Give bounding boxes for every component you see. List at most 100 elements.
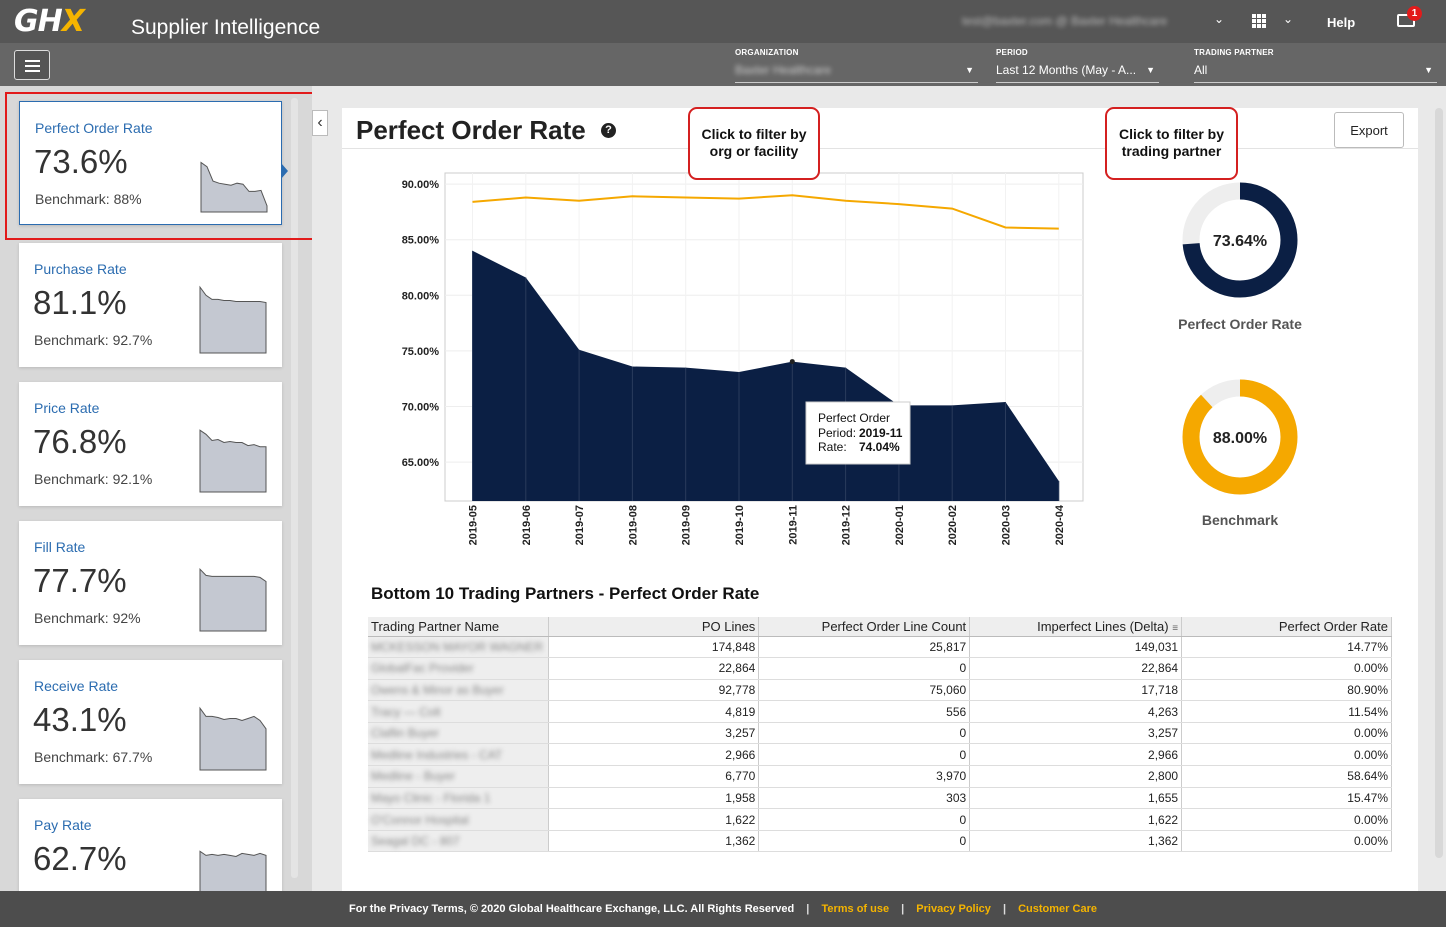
- metric-title: Price Rate: [34, 400, 100, 416]
- user-account[interactable]: test@baxter.com @ Baxter Healthcare: [962, 14, 1168, 28]
- donut-value: 73.64%: [1213, 233, 1267, 250]
- table-cell: 0.00%: [1181, 657, 1392, 680]
- table-row[interactable]: Mayo Clinic - Florida 1 1,958 303 1,655 15.4…: [368, 787, 1392, 810]
- table-cell: 149,031: [969, 636, 1183, 659]
- donut-caption: Perfect Order Rate: [1178, 316, 1302, 332]
- y-tick-label: 65.00%: [402, 457, 440, 469]
- table-cell: Medline - Buyer: [368, 765, 550, 788]
- table-row[interactable]: Medline Industries - CAT 2,966 0 2,966 0.00%: [368, 743, 1392, 767]
- table-cell: 92,778: [548, 679, 760, 702]
- column-header[interactable]: Perfect Order Line Count: [758, 617, 971, 637]
- terms-of-use-link[interactable]: Terms of use: [821, 903, 890, 915]
- table-cell: 1,362: [969, 830, 1183, 853]
- sparkline-chart: [199, 706, 267, 771]
- table-cell: 22,864: [969, 657, 1183, 680]
- table-cell: MCKESSON MAYOR WAGNER: [368, 636, 550, 659]
- column-header[interactable]: Perfect Order Rate: [1181, 617, 1392, 637]
- callout-line: Click to filter by: [701, 126, 807, 142]
- table-cell: 1,958: [548, 787, 760, 810]
- period-select[interactable]: Last 12 Months (May - A... ▼: [996, 63, 1159, 83]
- table-cell: 2,966: [969, 743, 1183, 767]
- trading-partner-select[interactable]: All ▼: [1194, 63, 1437, 83]
- caret-down-icon: ▼: [1146, 65, 1155, 75]
- metric-card[interactable]: Fill Rate 77.7% Benchmark: 92%: [19, 521, 282, 645]
- hovered-point: [789, 359, 795, 365]
- notification-icon[interactable]: 1: [1397, 6, 1422, 29]
- trading-partner-callout: Click to filter by trading partner: [1105, 107, 1238, 180]
- table-cell: Claflin Buyer: [368, 722, 550, 745]
- main-scrollbar[interactable]: [1435, 108, 1443, 858]
- tooltip-title: Perfect Order: [818, 411, 890, 425]
- y-tick-label: 85.00%: [402, 235, 440, 247]
- table-row[interactable]: Owens & Minor as Buyer 92,778 75,060 17,718…: [368, 679, 1392, 702]
- top-bar: GHX Supplier Intelligence test@baxter.co…: [0, 0, 1446, 43]
- notification-badge: 1: [1407, 6, 1422, 21]
- tooltip-rate-value: 74.04%: [859, 440, 900, 454]
- table-row[interactable]: Tracy — Colt 4,819 556 4,263 11.54%: [368, 700, 1392, 723]
- ghx-logo[interactable]: GHX: [14, 4, 85, 39]
- x-tick-label: 2019-11: [787, 505, 799, 545]
- table-row[interactable]: O'Connor Hospital 1,622 0 1,622 0.00%: [368, 808, 1392, 831]
- caret-down-icon: ▼: [1424, 65, 1433, 75]
- table-cell: 1,622: [548, 808, 760, 831]
- tooltip-box: [805, 401, 911, 465]
- sort-descending-icon: ≡: [1172, 622, 1179, 634]
- table-row[interactable]: Claflin Buyer 3,257 0 3,257 0.00%: [368, 722, 1392, 745]
- metric-card[interactable]: Receive Rate 43.1% Benchmark: 67.7%: [19, 660, 282, 784]
- table-row[interactable]: MCKESSON MAYOR WAGNER 174,848 25,817 149,03…: [368, 636, 1392, 659]
- metric-card[interactable]: Pay Rate 62.7%: [19, 799, 282, 891]
- column-header[interactable]: Trading Partner Name: [368, 617, 550, 637]
- sparkline-area: [199, 706, 267, 771]
- table-row[interactable]: Medline - Buyer 6,770 3,970 2,800 58.64%: [368, 765, 1392, 788]
- org-filter-callout: Click to filter by org or facility: [688, 107, 820, 180]
- column-header[interactable]: Imperfect Lines (Delta) ≡: [969, 617, 1183, 637]
- metric-card[interactable]: Price Rate 76.8% Benchmark: 92.1%: [19, 382, 282, 506]
- metric-benchmark: Benchmark: 88%: [35, 191, 142, 207]
- trading-partner-label: TRADING PARTNER: [1194, 48, 1274, 57]
- sparkline-area: [199, 285, 267, 354]
- active-card-highlight: [5, 92, 312, 240]
- table-cell: 0: [758, 722, 971, 745]
- metric-card[interactable]: Purchase Rate 81.1% Benchmark: 92.7%: [19, 243, 282, 367]
- table-cell: 22,864: [548, 657, 760, 680]
- table-cell: 0: [758, 657, 971, 680]
- footer: For the Privacy Terms, © 2020 Global Hea…: [0, 891, 1446, 927]
- app-title: Supplier Intelligence: [131, 16, 321, 39]
- sparkline-chart: [199, 850, 267, 891]
- column-header[interactable]: PO Lines: [548, 617, 760, 637]
- sidebar-scrollbar[interactable]: [291, 98, 298, 878]
- metric-benchmark: Benchmark: 67.7%: [34, 749, 153, 765]
- metric-card[interactable]: Perfect Order Rate 73.6% Benchmark: 88%: [19, 101, 282, 225]
- user-chevron-down-icon[interactable]: ⌄: [1214, 12, 1225, 26]
- question-icon[interactable]: ?: [601, 123, 616, 138]
- donut-arc: [1182, 182, 1298, 298]
- table-cell: GlobalFac Provider: [368, 657, 550, 680]
- help-link[interactable]: Help: [1327, 15, 1356, 30]
- table-row[interactable]: Seagal DC - 807 1,362 0 1,362 0.00%: [368, 830, 1392, 853]
- collapse-sidebar-button[interactable]: ‹: [312, 110, 328, 136]
- table-cell: 0.00%: [1181, 808, 1392, 831]
- metric-title: Fill Rate: [34, 539, 86, 555]
- x-tick-label: 2019-12: [841, 505, 853, 545]
- y-tick-label: 90.00%: [402, 179, 440, 191]
- sparkline-area: [200, 161, 268, 213]
- sparkline-area: [199, 567, 267, 632]
- table-cell: O'Connor Hospital: [368, 808, 550, 831]
- y-tick-label: 80.00%: [402, 290, 440, 302]
- table-cell: 1,362: [548, 830, 760, 853]
- sparkline-area: [199, 429, 267, 493]
- app-grid-icon[interactable]: [1252, 14, 1266, 28]
- table-cell: 174,848: [548, 636, 760, 659]
- customer-care-link[interactable]: Customer Care: [1018, 903, 1097, 915]
- donut-value: 88.00%: [1213, 430, 1267, 447]
- x-tick-label: 2019-10: [734, 505, 746, 545]
- callout-line: Click to filter by: [1118, 126, 1225, 142]
- privacy-policy-link[interactable]: Privacy Policy: [916, 903, 991, 915]
- hamburger-menu-button[interactable]: [14, 50, 50, 80]
- metric-value: 81.1%: [33, 284, 127, 321]
- export-button[interactable]: Export: [1334, 112, 1404, 148]
- table-row[interactable]: GlobalFac Provider 22,864 0 22,864 0.00%: [368, 657, 1392, 680]
- apps-chevron-down-icon[interactable]: ⌄: [1283, 12, 1294, 26]
- organization-select[interactable]: Baxter Healthcare ▼: [735, 63, 978, 83]
